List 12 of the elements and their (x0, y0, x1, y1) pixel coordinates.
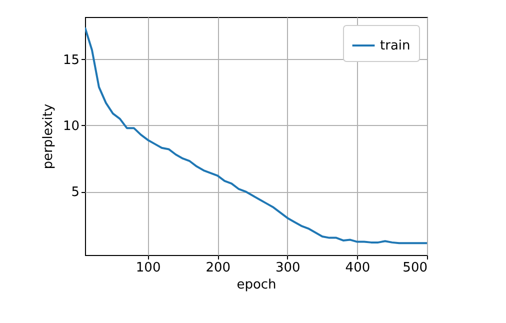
legend-label: train (380, 38, 410, 54)
line-series (85, 26, 427, 244)
x-axis-title: epoch (236, 278, 276, 292)
x-tick-label: 300 (275, 260, 300, 276)
y-axis-title: perplexity (40, 104, 56, 170)
x-tick-label: 500 (402, 260, 428, 276)
y-tick-label: 5 (71, 185, 80, 200)
x-tick-label: 100 (136, 260, 161, 276)
y-tick-label: 15 (62, 52, 80, 68)
x-tick-label: 400 (345, 260, 370, 276)
y-tick-label: 10 (62, 118, 80, 134)
x-tick-label: 200 (206, 260, 231, 276)
